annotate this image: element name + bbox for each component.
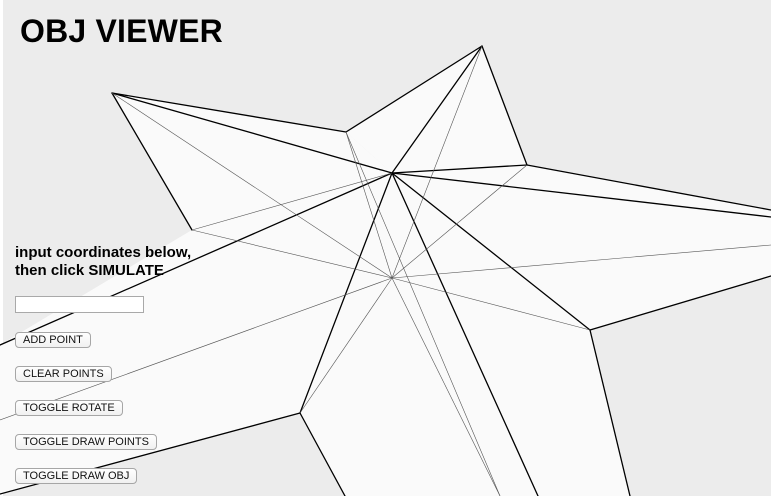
model-edge [391,172,539,496]
model-edge [0,277,393,421]
model-edge [391,45,483,174]
model-edge [345,131,393,279]
model-edge [299,277,393,414]
model-edge [345,131,501,496]
model-edge [391,172,771,218]
left-border [0,0,3,496]
page-title: OBJ VIEWER [20,13,223,49]
toggle-draw-points-button[interactable]: TOGGLE DRAW POINTS [15,434,157,450]
model-face [392,245,771,330]
model-edge [111,92,193,231]
instruction-line-2: then click SIMULATE [15,262,164,279]
model-edge [589,329,631,496]
model-edge [391,244,771,279]
clear-points-button[interactable]: CLEAR POINTS [15,366,112,382]
add-point-button[interactable]: ADD POINT [15,332,91,348]
model-edge [391,164,528,279]
model-edge [111,92,347,133]
model-edge [111,92,393,279]
instructions-text: input coordinates below, then click SIMU… [15,244,191,280]
toggle-draw-obj-button[interactable]: TOGGLE DRAW OBJ [15,468,138,484]
model-edge [111,92,393,174]
obj-edges-back [0,45,771,496]
model-edge [391,172,591,331]
model-edge [481,45,528,166]
model-edge [191,229,393,279]
model-edge [345,45,483,133]
toggle-rotate-button[interactable]: TOGGLE ROTATE [15,400,123,416]
obj-edges-front [0,45,771,496]
model-edge [0,172,393,346]
model-face [392,165,771,278]
coordinates-input[interactable] [15,296,144,313]
model-edge [299,172,393,414]
model-edge [191,172,393,231]
model-face [392,173,630,496]
instruction-line-1: input coordinates below, [15,244,192,261]
model-edge [589,275,771,331]
model-edge [391,277,591,331]
model-edge [299,412,346,496]
model-edge [526,164,771,211]
model-edge [391,277,501,496]
model-face [300,173,538,496]
model-edge [391,164,528,174]
model-face [392,46,527,173]
model-edge [391,45,483,279]
model-face [346,46,482,173]
